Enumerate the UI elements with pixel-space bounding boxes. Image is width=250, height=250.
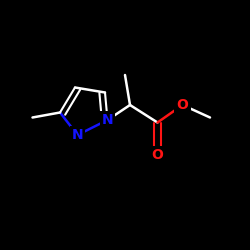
Text: O: O bbox=[176, 98, 188, 112]
Text: N: N bbox=[72, 128, 83, 142]
Text: N: N bbox=[102, 113, 113, 127]
Text: O: O bbox=[152, 148, 164, 162]
